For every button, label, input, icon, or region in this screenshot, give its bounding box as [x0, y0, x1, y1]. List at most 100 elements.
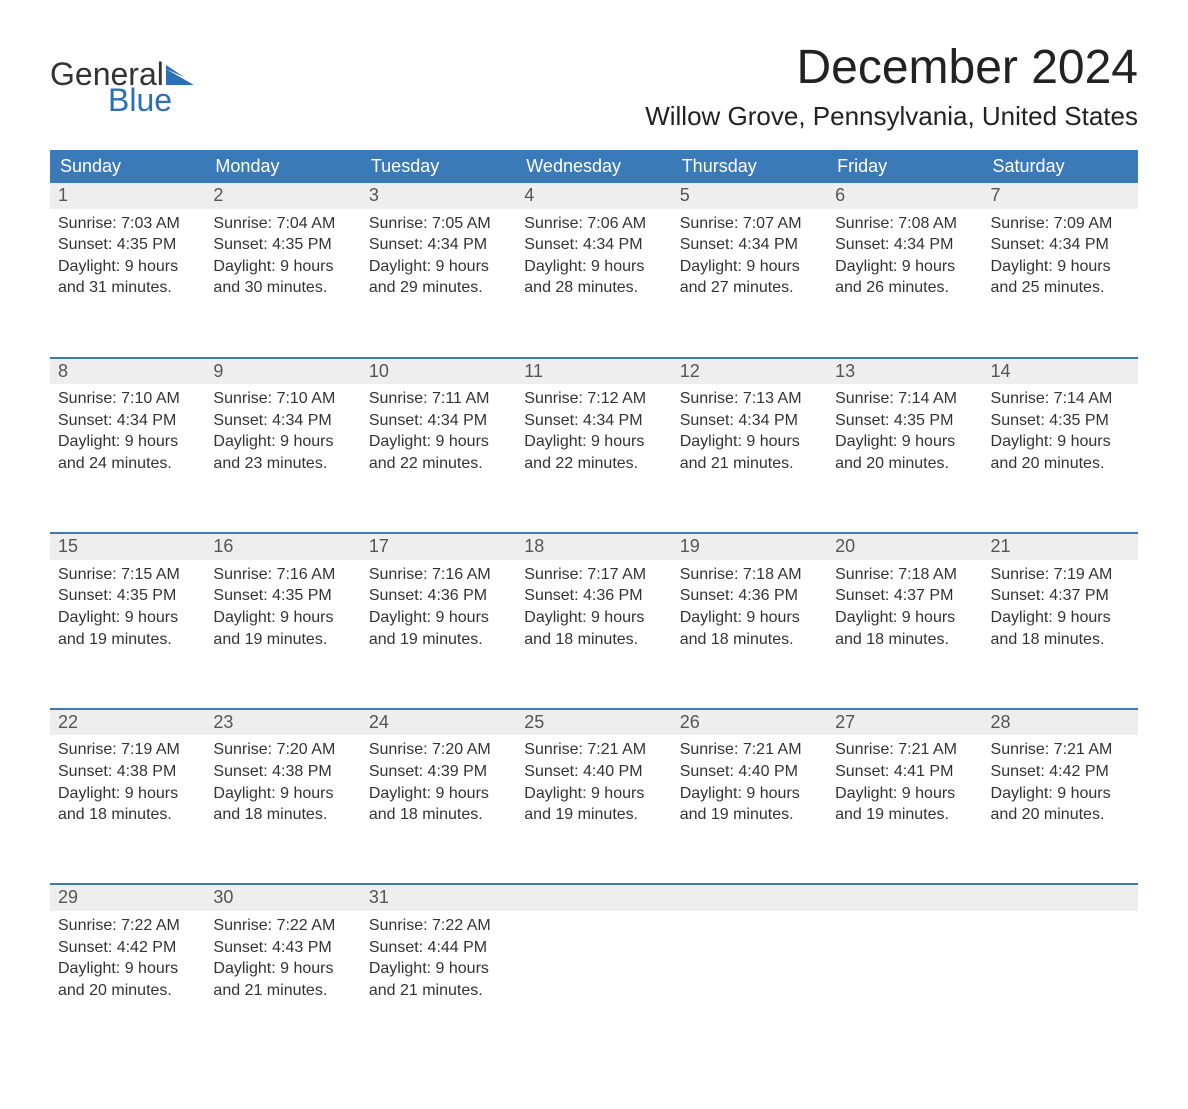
day-number: 16 — [205, 534, 360, 560]
weekday-header: Friday — [827, 150, 982, 183]
logo-text-2: Blue — [108, 84, 196, 116]
day-cell: Sunrise: 7:14 AMSunset: 4:35 PMDaylight:… — [983, 384, 1138, 533]
day-daylight1: Daylight: 9 hours — [369, 958, 508, 980]
day-cell: Sunrise: 7:19 AMSunset: 4:37 PMDaylight:… — [983, 560, 1138, 709]
day-detail-row: Sunrise: 7:15 AMSunset: 4:35 PMDaylight:… — [50, 560, 1138, 709]
day-cell: Sunrise: 7:16 AMSunset: 4:35 PMDaylight:… — [205, 560, 360, 709]
weekday-header: Tuesday — [361, 150, 516, 183]
day-sunset: Sunset: 4:35 PM — [58, 585, 197, 607]
day-cell — [983, 911, 1138, 1059]
day-sunrise: Sunrise: 7:21 AM — [991, 739, 1130, 761]
day-sunset: Sunset: 4:38 PM — [213, 761, 352, 783]
day-daylight2: and 18 minutes. — [835, 629, 974, 651]
day-daylight2: and 21 minutes. — [213, 980, 352, 1002]
title-block: December 2024 Willow Grove, Pennsylvania… — [645, 40, 1138, 132]
day-sunrise: Sunrise: 7:15 AM — [58, 564, 197, 586]
day-cell: Sunrise: 7:21 AMSunset: 4:42 PMDaylight:… — [983, 735, 1138, 884]
weekday-header: Monday — [205, 150, 360, 183]
day-daylight1: Daylight: 9 hours — [213, 431, 352, 453]
title-month: December 2024 — [645, 40, 1138, 95]
day-number: 14 — [983, 359, 1138, 385]
day-sunrise: Sunrise: 7:14 AM — [991, 388, 1130, 410]
day-sunrise: Sunrise: 7:18 AM — [835, 564, 974, 586]
day-sunrise: Sunrise: 7:04 AM — [213, 213, 352, 235]
day-sunrise: Sunrise: 7:06 AM — [524, 213, 663, 235]
day-sunset: Sunset: 4:35 PM — [213, 234, 352, 256]
day-cell: Sunrise: 7:08 AMSunset: 4:34 PMDaylight:… — [827, 209, 982, 358]
day-daylight2: and 18 minutes. — [991, 629, 1130, 651]
day-daylight2: and 24 minutes. — [58, 453, 197, 475]
day-sunset: Sunset: 4:36 PM — [680, 585, 819, 607]
day-cell: Sunrise: 7:20 AMSunset: 4:39 PMDaylight:… — [361, 735, 516, 884]
day-cell: Sunrise: 7:21 AMSunset: 4:41 PMDaylight:… — [827, 735, 982, 884]
day-sunset: Sunset: 4:34 PM — [835, 234, 974, 256]
day-number: 29 — [50, 885, 205, 911]
day-cell: Sunrise: 7:09 AMSunset: 4:34 PMDaylight:… — [983, 209, 1138, 358]
day-sunrise: Sunrise: 7:22 AM — [369, 915, 508, 937]
day-number-row: 22232425262728 — [50, 710, 1138, 736]
day-sunset: Sunset: 4:40 PM — [524, 761, 663, 783]
day-number: 30 — [205, 885, 360, 911]
day-sunset: Sunset: 4:34 PM — [524, 410, 663, 432]
day-daylight1: Daylight: 9 hours — [58, 607, 197, 629]
day-detail-row: Sunrise: 7:19 AMSunset: 4:38 PMDaylight:… — [50, 735, 1138, 884]
day-sunset: Sunset: 4:42 PM — [991, 761, 1130, 783]
day-daylight1: Daylight: 9 hours — [58, 431, 197, 453]
day-number: 31 — [361, 885, 516, 911]
day-number: 8 — [50, 359, 205, 385]
day-number: 3 — [361, 183, 516, 209]
day-sunset: Sunset: 4:34 PM — [524, 234, 663, 256]
day-sunrise: Sunrise: 7:16 AM — [213, 564, 352, 586]
day-cell: Sunrise: 7:21 AMSunset: 4:40 PMDaylight:… — [516, 735, 671, 884]
day-sunset: Sunset: 4:36 PM — [524, 585, 663, 607]
day-daylight1: Daylight: 9 hours — [213, 783, 352, 805]
day-number — [983, 885, 1138, 911]
day-sunrise: Sunrise: 7:10 AM — [213, 388, 352, 410]
title-location: Willow Grove, Pennsylvania, United State… — [645, 101, 1138, 132]
day-cell: Sunrise: 7:16 AMSunset: 4:36 PMDaylight:… — [361, 560, 516, 709]
day-daylight2: and 18 minutes. — [58, 804, 197, 826]
day-number-row: 15161718192021 — [50, 534, 1138, 560]
day-sunset: Sunset: 4:34 PM — [369, 410, 508, 432]
day-sunrise: Sunrise: 7:03 AM — [58, 213, 197, 235]
day-sunset: Sunset: 4:34 PM — [213, 410, 352, 432]
day-daylight2: and 18 minutes. — [369, 804, 508, 826]
day-number: 2 — [205, 183, 360, 209]
day-sunrise: Sunrise: 7:16 AM — [369, 564, 508, 586]
day-sunset: Sunset: 4:35 PM — [213, 585, 352, 607]
day-number — [516, 885, 671, 911]
day-sunset: Sunset: 4:36 PM — [369, 585, 508, 607]
day-number: 26 — [672, 710, 827, 736]
day-sunrise: Sunrise: 7:19 AM — [991, 564, 1130, 586]
day-daylight2: and 25 minutes. — [991, 277, 1130, 299]
day-cell: Sunrise: 7:10 AMSunset: 4:34 PMDaylight:… — [205, 384, 360, 533]
weekday-header: Saturday — [983, 150, 1138, 183]
weekday-header: Sunday — [50, 150, 205, 183]
day-daylight2: and 28 minutes. — [524, 277, 663, 299]
day-cell: Sunrise: 7:14 AMSunset: 4:35 PMDaylight:… — [827, 384, 982, 533]
day-number: 6 — [827, 183, 982, 209]
day-sunrise: Sunrise: 7:13 AM — [680, 388, 819, 410]
day-daylight2: and 19 minutes. — [680, 804, 819, 826]
day-daylight1: Daylight: 9 hours — [524, 256, 663, 278]
day-cell: Sunrise: 7:06 AMSunset: 4:34 PMDaylight:… — [516, 209, 671, 358]
day-daylight1: Daylight: 9 hours — [680, 783, 819, 805]
day-cell: Sunrise: 7:17 AMSunset: 4:36 PMDaylight:… — [516, 560, 671, 709]
day-daylight2: and 20 minutes. — [991, 804, 1130, 826]
day-number: 13 — [827, 359, 982, 385]
day-number: 7 — [983, 183, 1138, 209]
day-sunset: Sunset: 4:34 PM — [58, 410, 197, 432]
day-number: 19 — [672, 534, 827, 560]
day-daylight1: Daylight: 9 hours — [835, 431, 974, 453]
day-cell: Sunrise: 7:22 AMSunset: 4:43 PMDaylight:… — [205, 911, 360, 1059]
day-cell: Sunrise: 7:05 AMSunset: 4:34 PMDaylight:… — [361, 209, 516, 358]
day-daylight2: and 19 minutes. — [835, 804, 974, 826]
day-daylight1: Daylight: 9 hours — [991, 431, 1130, 453]
day-number: 22 — [50, 710, 205, 736]
day-daylight1: Daylight: 9 hours — [213, 607, 352, 629]
day-daylight1: Daylight: 9 hours — [213, 256, 352, 278]
day-number: 1 — [50, 183, 205, 209]
day-daylight1: Daylight: 9 hours — [524, 607, 663, 629]
day-daylight1: Daylight: 9 hours — [991, 607, 1130, 629]
day-daylight2: and 22 minutes. — [524, 453, 663, 475]
